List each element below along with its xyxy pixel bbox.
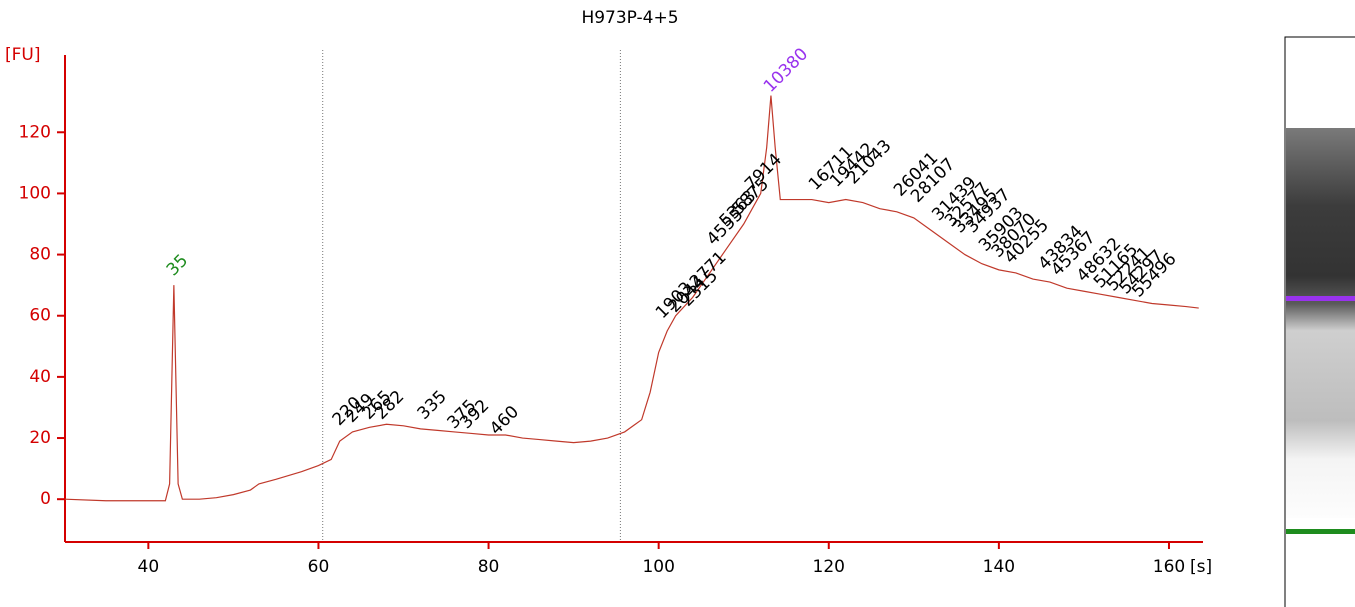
x-tick-label: 160 bbox=[1153, 557, 1185, 577]
x-tick-label: 60 bbox=[308, 557, 330, 577]
y-tick-label: 0 bbox=[40, 489, 51, 509]
lower-marker-band bbox=[1286, 529, 1355, 534]
y-tick-label: 120 bbox=[19, 122, 51, 142]
y-tick-label: 20 bbox=[29, 428, 51, 448]
x-tick-label: 80 bbox=[478, 557, 500, 577]
peak-label: 10380 bbox=[760, 44, 812, 96]
gel-lane bbox=[1286, 128, 1355, 518]
x-tick-label: 120 bbox=[813, 557, 845, 577]
x-tick-label: 40 bbox=[138, 557, 160, 577]
x-axis-label: [s] bbox=[1190, 557, 1212, 577]
y-tick-label: 60 bbox=[29, 306, 51, 326]
y-tick-label: 100 bbox=[19, 183, 51, 203]
y-tick-label: 80 bbox=[29, 245, 51, 265]
chart-title: H973P-4+5 bbox=[581, 8, 678, 28]
peak-label: 460 bbox=[486, 402, 523, 439]
y-axis-label: [FU] bbox=[5, 45, 41, 65]
trace bbox=[64, 95, 1199, 502]
x-tick-label: 140 bbox=[983, 557, 1015, 577]
x-tick-label: 100 bbox=[642, 557, 674, 577]
upper-marker-band bbox=[1286, 296, 1355, 301]
peak-label: 35 bbox=[163, 251, 192, 280]
y-tick-label: 40 bbox=[29, 367, 51, 387]
